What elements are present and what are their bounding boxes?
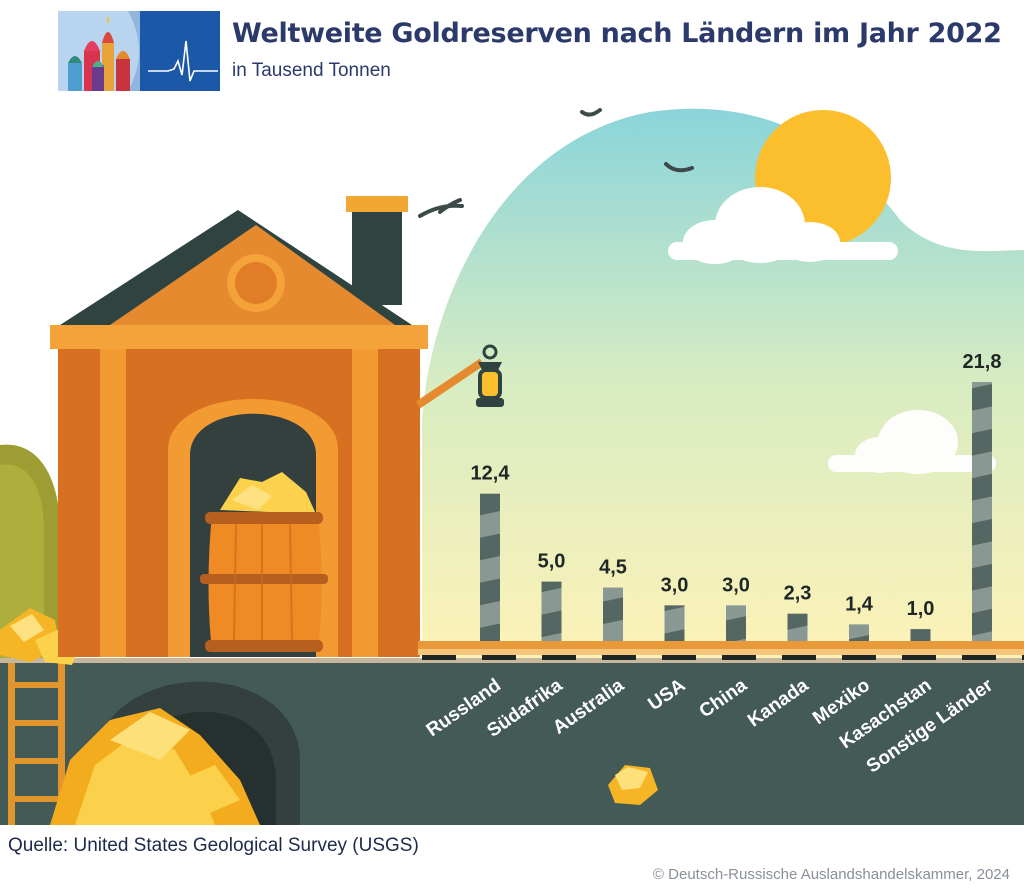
- value-label: 1,4: [845, 593, 874, 615]
- value-label: 5,0: [538, 551, 566, 573]
- copyright-note: © Deutsch-Russische Auslandshandelskamme…: [652, 866, 1010, 883]
- bar-usa: [664, 605, 685, 641]
- lantern-icon: [415, 344, 504, 409]
- ahk-logo: [58, 11, 220, 91]
- bar-kasachstan: [910, 629, 931, 641]
- value-label: 3,0: [722, 574, 750, 596]
- value-labels: 12,4 5,0 4,5 3,0 3,0 2,3 1,4 1,0 21,8: [471, 351, 1002, 620]
- bar-mexiko: [849, 624, 869, 641]
- bar-china: [726, 605, 746, 641]
- bar-series: [480, 382, 992, 641]
- bar-australia: [603, 587, 623, 641]
- chart-title: Weltweite Goldreserven nach Ländern im J…: [232, 18, 1002, 49]
- ladder: [8, 663, 65, 825]
- bar-sonstige-länder: [972, 382, 992, 641]
- source-note: Quelle: United States Geological Survey …: [8, 835, 419, 856]
- value-label: 2,3: [784, 583, 812, 605]
- rail-track: [418, 641, 1024, 660]
- value-label: 12,4: [471, 463, 511, 485]
- gold-nugget-ground: [608, 765, 658, 805]
- cloud-upper: [668, 187, 898, 264]
- gold-barrel: [200, 472, 328, 652]
- bar-südafrika: [541, 581, 562, 641]
- bar-russland: [480, 493, 500, 641]
- bar-kanada: [787, 613, 808, 641]
- value-label: 1,0: [907, 598, 935, 620]
- cloud-lower: [828, 410, 996, 474]
- value-label: 3,0: [661, 574, 689, 596]
- gold-nuggets-left: [0, 608, 80, 665]
- gold-pile: [50, 708, 260, 825]
- birds: [418, 108, 694, 218]
- chart-scene: 12,45,0 4,53,0 3,0 2,3 1,4 1,021,8 RusslandSü…: [0, 108, 1024, 825]
- value-label: 4,5: [599, 557, 627, 579]
- chart-subtitle: in Tausend Tonnen: [232, 60, 391, 81]
- value-label: 21,8: [963, 351, 1002, 373]
